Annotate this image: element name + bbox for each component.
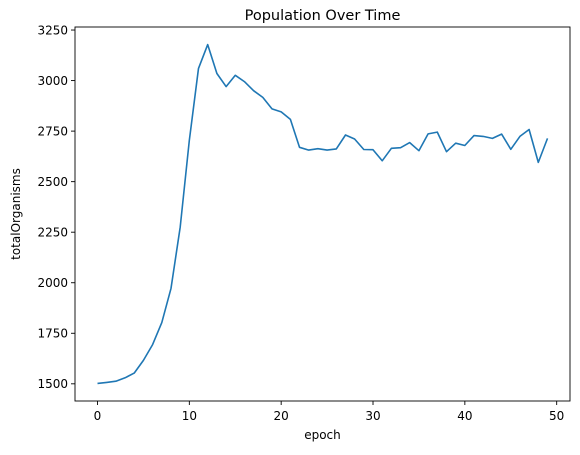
y-tick-label: 2500 [37, 175, 68, 189]
y-tick-label: 3250 [37, 23, 68, 37]
chart-title: Population Over Time [245, 8, 401, 24]
y-tick-label: 2000 [37, 276, 68, 290]
y-tick-label: 1500 [37, 377, 68, 391]
y-tick-label: 2750 [37, 124, 68, 138]
plot-area [74, 26, 571, 402]
x-tick-label: 40 [457, 409, 472, 423]
x-axis-title: epoch [304, 428, 341, 442]
y-tick-label: 1750 [37, 327, 68, 341]
x-tick-label: 10 [182, 409, 197, 423]
x-tick-label: 30 [365, 409, 380, 423]
series-line [97, 43, 549, 385]
x-axis: 0 10 20 30 40 50 [94, 401, 564, 423]
x-tick-label: 50 [549, 409, 564, 423]
y-axis: 1500 1750 2000 2250 2500 2750 3000 3250 [37, 23, 75, 391]
y-tick-label: 3000 [37, 74, 68, 88]
x-tick-label: 0 [94, 409, 102, 423]
y-axis-title: totalOrganisms [9, 168, 23, 260]
x-tick-label: 20 [274, 409, 289, 423]
y-tick-label: 2250 [37, 225, 68, 239]
